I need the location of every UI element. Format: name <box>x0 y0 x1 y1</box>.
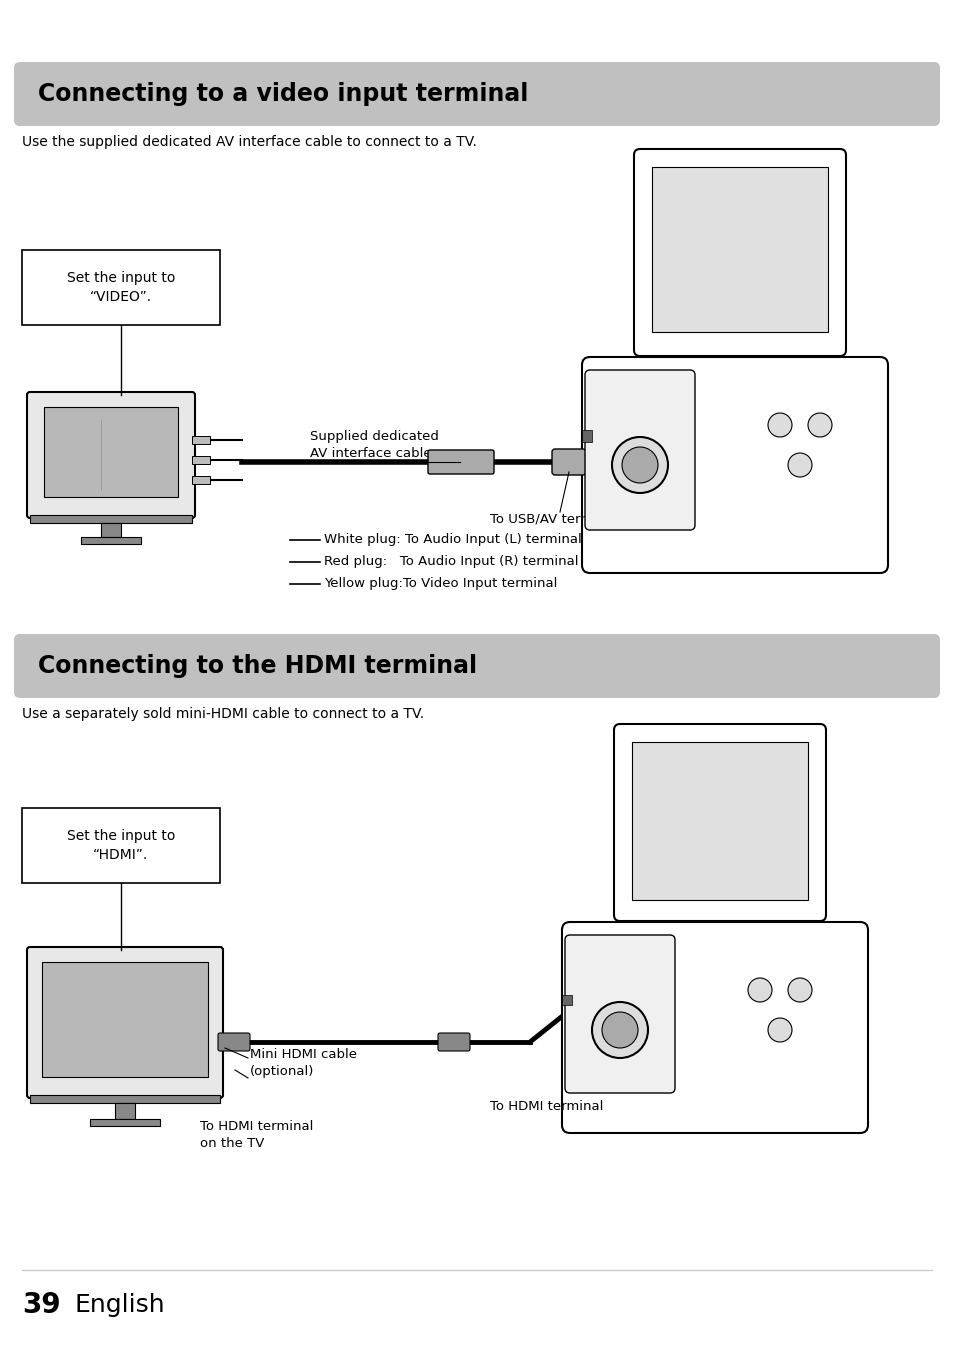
Text: Supplied dedicated
AV interface cable: Supplied dedicated AV interface cable <box>310 430 438 460</box>
Bar <box>30 515 192 523</box>
Circle shape <box>592 1002 647 1059</box>
FancyBboxPatch shape <box>561 923 867 1132</box>
Text: ◄: ◄ <box>224 1038 229 1045</box>
Circle shape <box>787 453 811 477</box>
FancyBboxPatch shape <box>14 62 939 126</box>
Text: Set the input to
“HDMI”.: Set the input to “HDMI”. <box>67 829 175 862</box>
FancyBboxPatch shape <box>218 1033 250 1050</box>
FancyBboxPatch shape <box>584 370 695 530</box>
Bar <box>22 808 220 884</box>
FancyBboxPatch shape <box>428 451 494 473</box>
Text: ◄: ◄ <box>224 1038 229 1045</box>
Circle shape <box>601 1011 638 1048</box>
FancyBboxPatch shape <box>614 724 825 921</box>
Bar <box>561 995 572 1005</box>
FancyBboxPatch shape <box>634 149 845 356</box>
FancyBboxPatch shape <box>581 356 887 573</box>
Bar <box>651 167 827 332</box>
FancyBboxPatch shape <box>27 947 223 1098</box>
Bar <box>81 537 141 543</box>
Circle shape <box>787 978 811 1002</box>
Circle shape <box>767 1018 791 1042</box>
FancyBboxPatch shape <box>564 935 675 1093</box>
Bar <box>581 430 592 443</box>
Text: To USB/AV terminal: To USB/AV terminal <box>490 512 617 525</box>
Text: Set the input to
“VIDEO”.: Set the input to “VIDEO”. <box>67 270 175 304</box>
Bar <box>44 408 178 498</box>
FancyBboxPatch shape <box>552 449 585 475</box>
Circle shape <box>612 437 667 494</box>
Circle shape <box>807 413 831 437</box>
Text: Connecting to the HDMI terminal: Connecting to the HDMI terminal <box>38 654 476 678</box>
Text: White plug: To Audio Input (L) terminal: White plug: To Audio Input (L) terminal <box>324 534 581 546</box>
FancyBboxPatch shape <box>219 1036 243 1049</box>
Text: Use the supplied dedicated AV interface cable to connect to a TV.: Use the supplied dedicated AV interface … <box>22 134 476 149</box>
Bar <box>192 436 210 444</box>
Text: ►: ► <box>448 1038 453 1045</box>
Text: Mini HDMI cable
(optional): Mini HDMI cable (optional) <box>250 1048 356 1077</box>
FancyBboxPatch shape <box>27 391 194 518</box>
Text: English: English <box>75 1293 166 1317</box>
Bar <box>101 523 121 537</box>
Text: To HDMI terminal
on the TV: To HDMI terminal on the TV <box>200 1120 313 1150</box>
Bar <box>30 1095 220 1103</box>
Text: Yellow plug:To Video Input terminal: Yellow plug:To Video Input terminal <box>324 577 557 590</box>
Bar <box>90 1119 160 1126</box>
Bar <box>192 456 210 464</box>
Bar <box>22 250 220 325</box>
Bar <box>42 962 208 1077</box>
FancyBboxPatch shape <box>14 633 939 698</box>
Text: Red plug:   To Audio Input (R) terminal: Red plug: To Audio Input (R) terminal <box>324 555 578 569</box>
Bar <box>115 1103 135 1119</box>
Circle shape <box>747 978 771 1002</box>
Text: Use a separately sold mini-HDMI cable to connect to a TV.: Use a separately sold mini-HDMI cable to… <box>22 707 424 721</box>
FancyBboxPatch shape <box>437 1033 470 1050</box>
Circle shape <box>621 447 658 483</box>
Text: To HDMI terminal: To HDMI terminal <box>490 1100 602 1114</box>
Bar <box>631 742 807 900</box>
Bar <box>192 476 210 484</box>
Text: Connecting to a video input terminal: Connecting to a video input terminal <box>38 82 528 106</box>
Text: 39: 39 <box>22 1291 61 1319</box>
Circle shape <box>767 413 791 437</box>
